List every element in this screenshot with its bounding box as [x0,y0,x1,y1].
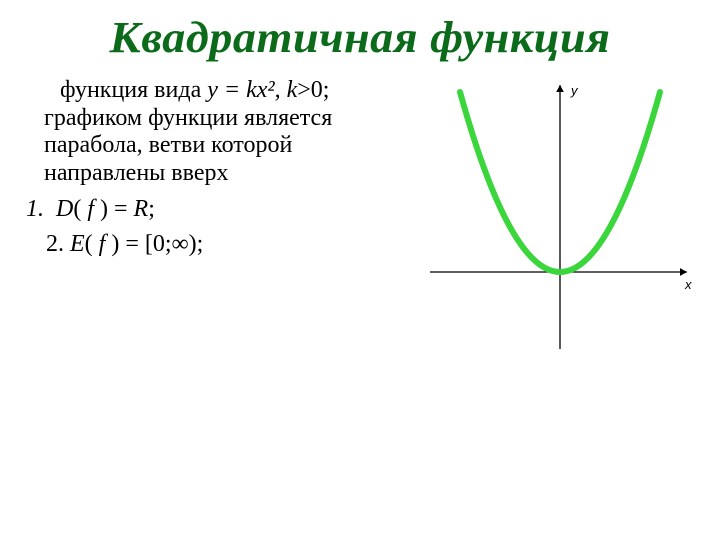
text-column: функция вида y = kx², k>0; графиком функ… [20,77,400,263]
p1-f: f [87,196,100,222]
content-row: функция вида y = kx², k>0; графиком функ… [20,77,700,263]
p1-tail: ; [148,196,155,222]
page-title: Квадратичная функция [3,12,717,63]
p1-D: D [56,196,73,222]
x-axis-label: x [684,277,692,292]
p1-num: 1. [26,196,44,222]
p1-R: R [134,196,149,222]
chart-column: yx [400,77,700,263]
property-1: 1. D( f ) = R; [26,193,396,227]
property-2: 2. E( f ) = [0;∞); [46,228,396,262]
p1-eq: ) = [100,196,134,222]
desc-formula: y = kx², k [207,77,297,103]
p2-rest: ) = [0;∞); [111,231,203,257]
p2-num: 2. [46,231,64,257]
y-axis-label: y [570,83,579,98]
parabola-chart: yx [425,77,695,357]
p2-f: f [99,231,112,257]
properties-list: 1. D( f ) = R; 2. E( f ) = [0;∞); [44,193,396,261]
slide: Квадратичная функция функция вида y = kx… [0,0,720,540]
p2-open: ( [85,231,99,257]
desc-prefix: функция вида [60,77,207,103]
function-description: функция вида y = kx², k>0; графиком функ… [44,77,396,187]
p2-E: E [70,231,85,257]
p1-open: ( [73,196,87,222]
